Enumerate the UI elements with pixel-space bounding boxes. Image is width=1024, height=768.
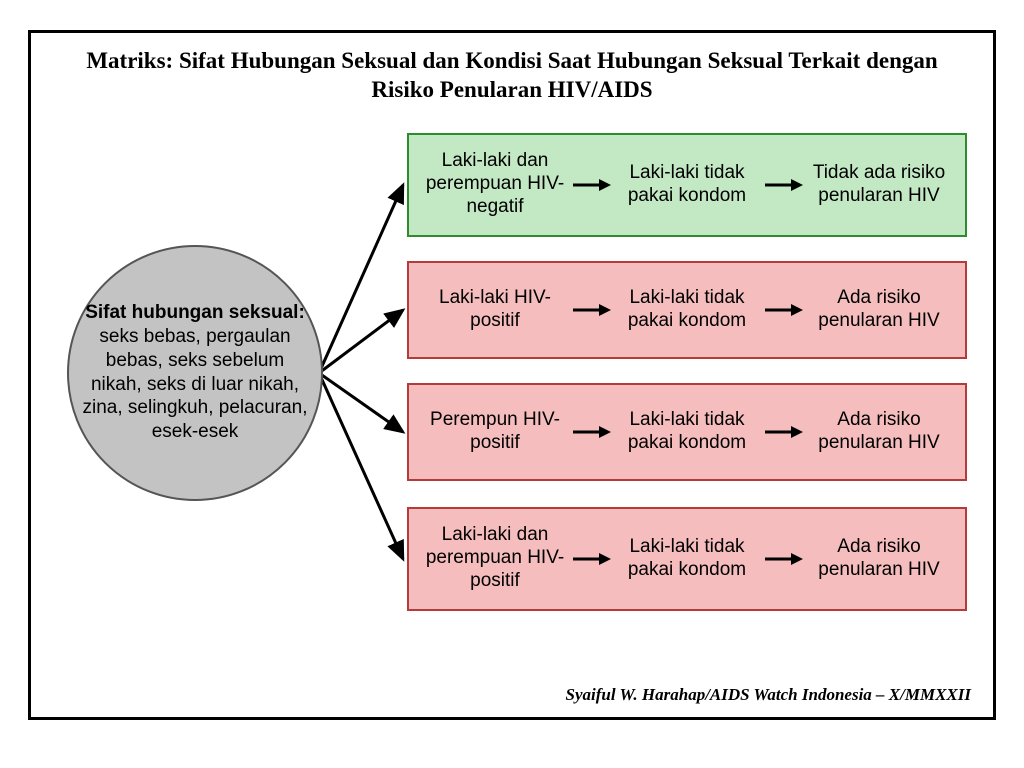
panel-arrow-2 (763, 300, 803, 320)
panel-col-risk: Tidak ada risiko penularan HIV (803, 162, 955, 208)
panel-col-risk: Ada risiko penularan HIV (803, 287, 955, 333)
outcome-panel-0: Laki-laki dan perempuan HIV-negatif Laki-… (407, 133, 967, 237)
panel-arrow-1 (571, 549, 611, 569)
panel-col-condition: Laki-laki tidak pakai kondom (611, 536, 763, 582)
diagram-title: Matriks: Sifat Hubungan Seksual dan Kond… (72, 47, 952, 105)
arrow-right-icon (763, 175, 803, 195)
arrow-right-icon (763, 549, 803, 569)
outcome-panel-3: Laki-laki dan perempuan HIV-positif Laki-… (407, 507, 967, 611)
outcome-panel-2: Perempun HIV-positif Laki-laki tidak paka… (407, 383, 967, 481)
panel-col-condition: Laki-laki tidak pakai kondom (611, 162, 763, 208)
panel-arrow-1 (571, 422, 611, 442)
panel-col-risk: Ada risiko penularan HIV (803, 409, 955, 455)
panel-arrow-1 (571, 175, 611, 195)
panel-arrow-1 (571, 300, 611, 320)
circle-text: seks bebas, pergaulan bebas, seks sebelu… (83, 326, 308, 442)
connector-arrow-3 (319, 373, 403, 559)
connector-arrow-1 (319, 310, 403, 373)
source-circle: Sifat hubungan seksual: seks bebas, perg… (67, 245, 323, 501)
panel-col-condition: Laki-laki tidak pakai kondom (611, 287, 763, 333)
arrow-right-icon (571, 549, 611, 569)
diagram-content: Sifat hubungan seksual: seks bebas, perg… (49, 123, 975, 683)
panel-col-status: Perempun HIV-positif (419, 409, 571, 455)
diagram-frame: Matriks: Sifat Hubungan Seksual dan Kond… (28, 30, 996, 720)
panel-col-status: Laki-laki dan perempuan HIV-negatif (419, 150, 571, 218)
panel-col-risk: Ada risiko penularan HIV (803, 536, 955, 582)
arrow-right-icon (571, 300, 611, 320)
circle-label: Sifat hubungan seksual: (85, 302, 305, 323)
panel-col-status: Laki-laki HIV-positif (419, 287, 571, 333)
panel-arrow-2 (763, 422, 803, 442)
panel-arrow-2 (763, 549, 803, 569)
arrow-right-icon (571, 175, 611, 195)
arrow-right-icon (763, 300, 803, 320)
arrow-right-icon (571, 422, 611, 442)
outcome-panel-1: Laki-laki HIV-positif Laki-laki tidak pak… (407, 261, 967, 359)
panel-col-condition: Laki-laki tidak pakai kondom (611, 409, 763, 455)
connector-arrow-0 (319, 185, 403, 373)
panel-col-status: Laki-laki dan perempuan HIV-positif (419, 524, 571, 592)
connector-arrow-2 (319, 373, 403, 432)
arrow-right-icon (763, 422, 803, 442)
panel-arrow-2 (763, 175, 803, 195)
credit-line: Syaiful W. Harahap/AIDS Watch Indonesia … (566, 685, 971, 705)
